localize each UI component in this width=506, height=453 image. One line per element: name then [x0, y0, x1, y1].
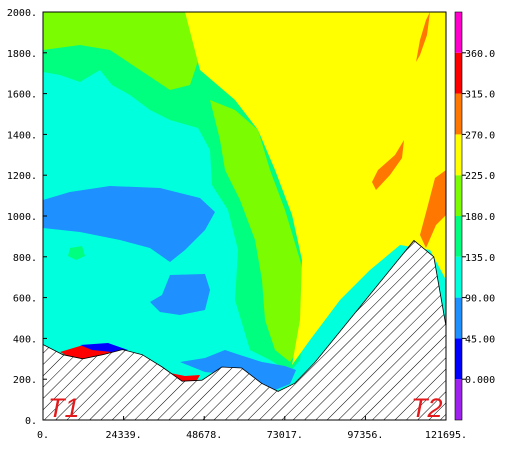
colorbar-tick-label: 0.000	[465, 375, 495, 386]
x-tick-label: 121695.	[425, 430, 467, 441]
field-region-orange-top-right	[416, 12, 430, 62]
x-tick-label: 97356.	[347, 430, 383, 441]
colorbar-bin	[455, 52, 462, 94]
field-region-green-left	[43, 12, 305, 372]
colorbar-bin	[455, 134, 462, 176]
colorbar-tick-label: 225.0	[465, 171, 495, 182]
colorbar-bin	[455, 93, 462, 135]
colorbar	[454, 11, 463, 421]
colorbar-tick-label: 315.0	[465, 90, 495, 101]
y-tick-label: 600.	[13, 294, 37, 305]
x-tick-label: 73017.	[267, 430, 303, 441]
y-tick-label: 400.	[13, 334, 37, 345]
field-region-orange-spur	[372, 140, 404, 190]
y-tick-label: 1400.	[7, 130, 37, 141]
field-region-lightgreen-top	[43, 12, 200, 90]
x-tick-label: 48678.	[186, 430, 222, 441]
colorbar-tick-label: 45.00	[465, 334, 495, 345]
y-axis: 0. 200. 400. 600. 800. 1000. 1200. 1400. 1600. 18…	[7, 8, 47, 427]
y-tick-label: 2000.	[7, 8, 37, 19]
y-tick-label: 1000.	[7, 212, 37, 223]
field-region-deepblue-near-terrain	[80, 343, 128, 352]
field-region-blue-main	[43, 186, 215, 262]
colorbar-bin	[455, 12, 462, 53]
colorbar-tick-label: 135.0	[465, 253, 495, 264]
colorbar-bin	[455, 175, 462, 216]
colorbar-tick-label: 180.0	[465, 212, 495, 223]
field-region-green-spot	[68, 246, 85, 260]
y-tick-label: 1800.	[7, 49, 37, 60]
field-region-orange-right	[420, 170, 446, 248]
y-tick-label: 800.	[13, 253, 37, 264]
field-region-blue-island	[150, 274, 210, 315]
field-region-yellow	[185, 12, 446, 365]
y-tick-label: 0.	[25, 416, 37, 427]
colorbar-bin	[455, 297, 462, 339]
y-tick-label: 1200.	[7, 171, 37, 182]
colorbar-tick-label: 270.0	[465, 130, 495, 141]
y-tick-label: 200.	[13, 375, 37, 386]
colorbar-bin	[455, 256, 462, 298]
transect-label-end: T2	[411, 393, 443, 423]
field-region-lightgreen-right	[210, 100, 310, 362]
x-axis: 0. 24339. 48678. 73017. 97356. 121695.	[37, 416, 467, 441]
field-region-red-valley	[165, 372, 200, 383]
colorbar-bin	[455, 216, 462, 257]
colorbar-tick-label: 360.0	[465, 49, 495, 60]
x-tick-label: 24339.	[106, 430, 142, 441]
terrain-hatched-area	[42, 239, 447, 421]
transect-label-start: T1	[48, 393, 80, 423]
colorbar-bin	[455, 379, 462, 420]
x-tick-label: 0.	[37, 430, 49, 441]
colorbar-ticks: 0.000 45.00 90.00 135.0 180.0 225.0 270.0 315.0…	[462, 49, 495, 386]
colorbar-bin	[455, 338, 462, 380]
y-tick-label: 1600.	[7, 90, 37, 101]
colorbar-tick-label: 90.00	[465, 294, 495, 305]
